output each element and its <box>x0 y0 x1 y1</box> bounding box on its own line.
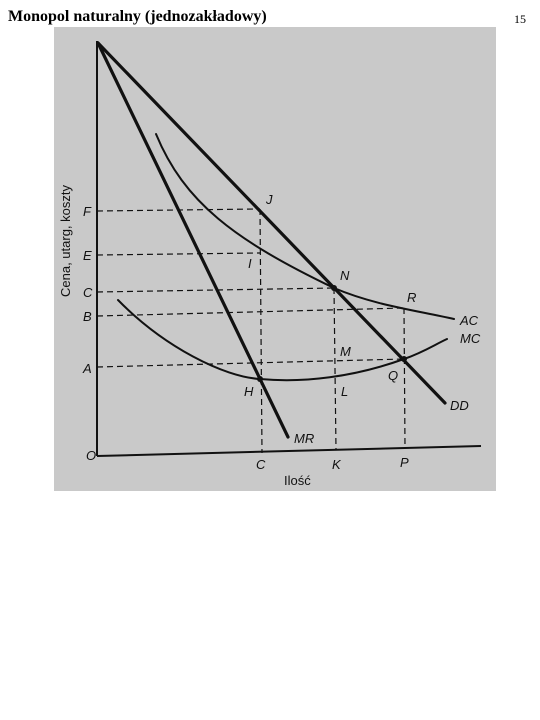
slide-title: Monopol naturalny (jednozakładowy) <box>8 8 267 25</box>
guide-A-Q <box>96 358 405 368</box>
y-label-C: C <box>83 285 93 300</box>
point-label-M: M <box>340 344 351 359</box>
curve-label-MR: MR <box>294 431 314 446</box>
point-H <box>257 376 263 382</box>
point-label-H: H <box>244 384 254 399</box>
y-label-F: F <box>83 204 92 219</box>
average-cost-curve <box>155 133 455 320</box>
point-N <box>331 285 337 291</box>
guide-N-K <box>333 287 337 451</box>
marginal-cost-curve <box>117 299 448 382</box>
marginal-revenue-curve <box>96 41 290 439</box>
x-label-K: K <box>332 457 342 472</box>
point-label-Q: Q <box>388 368 398 383</box>
y-label-E: E <box>83 248 92 263</box>
curve-label-MC: MC <box>460 331 481 346</box>
point-label-L: L <box>341 384 348 399</box>
x-axis-title: Ilość <box>284 473 311 488</box>
guide-R-P <box>403 307 406 449</box>
curve-label-DD: DD <box>450 398 469 413</box>
y-label-B: B <box>83 309 92 324</box>
diagram-canvas: Cena, utarg, koszty Ilość O F E C B A C … <box>58 41 482 488</box>
guide-J-C <box>259 208 263 454</box>
y-label-A: A <box>82 361 92 376</box>
x-label-C: C <box>256 457 266 472</box>
point-label-J: J <box>265 192 273 207</box>
origin-label: O <box>86 448 96 463</box>
guide-E-I <box>96 252 261 256</box>
y-axis-title: Cena, utarg, koszty <box>58 185 73 297</box>
x-label-P: P <box>400 455 409 470</box>
demand-curve <box>96 41 447 405</box>
natural-monopoly-diagram: Cena, utarg, koszty Ilość O F E C B A C … <box>54 27 496 491</box>
point-label-I: I <box>248 256 252 271</box>
curve-label-AC: AC <box>459 313 479 328</box>
x-axis <box>96 445 482 457</box>
point-label-R: R <box>407 290 416 305</box>
point-label-N: N <box>340 268 350 283</box>
page-number: 15 <box>514 12 526 26</box>
point-Q <box>401 356 407 362</box>
